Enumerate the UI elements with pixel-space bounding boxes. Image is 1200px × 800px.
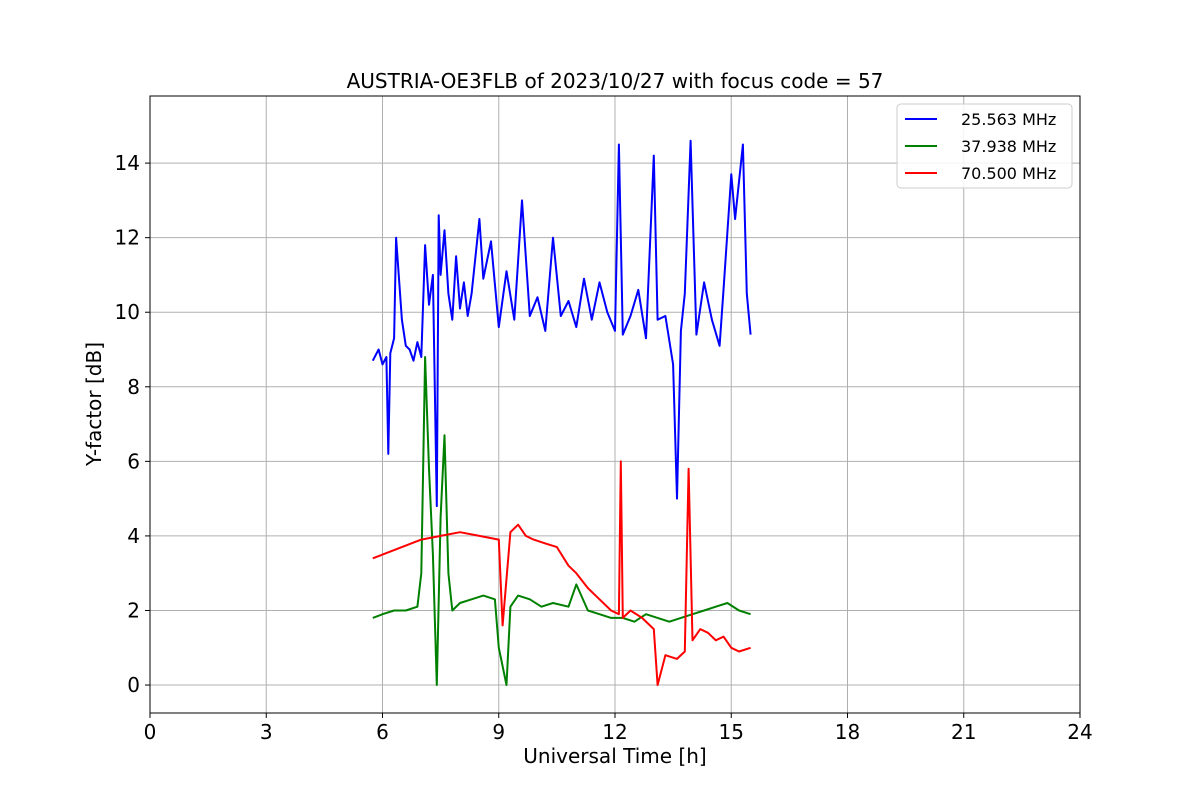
series-group <box>371 139 752 686</box>
legend: 25.563 MHz 37.938 MHz 70.500 MHz <box>896 103 1073 189</box>
y-tick-label: 8 <box>127 375 140 399</box>
x-tick-label: 12 <box>602 720 627 744</box>
legend-label-1: 37.938 MHz <box>961 137 1056 156</box>
y-tick-label: 6 <box>127 449 140 473</box>
x-tick-label: 24 <box>1067 720 1092 744</box>
x-tick-label: 3 <box>260 720 273 744</box>
series-line-1 <box>372 356 751 686</box>
legend-label-2: 70.500 MHz <box>961 164 1056 183</box>
y-tick-label: 14 <box>115 151 140 175</box>
y-axis-label: Y-factor [dB] <box>82 342 106 467</box>
x-tick-label: 0 <box>144 720 157 744</box>
chart-title: AUSTRIA-OE3FLB of 2023/10/27 with focus … <box>347 69 884 93</box>
legend-box <box>896 103 1073 189</box>
y-tick-label: 0 <box>127 673 140 697</box>
y-tick-label: 4 <box>127 524 140 548</box>
x-axis-label: Universal Time [h] <box>523 744 706 768</box>
x-tick-label: 18 <box>835 720 860 744</box>
series-line-2 <box>372 460 751 686</box>
x-tick-label: 15 <box>719 720 744 744</box>
y-tick-label: 12 <box>115 226 140 250</box>
y-tick-label: 2 <box>127 598 140 622</box>
series-line-0 <box>371 139 752 508</box>
legend-label-0: 25.563 MHz <box>961 110 1056 129</box>
x-tick-label: 6 <box>376 720 389 744</box>
y-tick-label: 10 <box>115 300 140 324</box>
x-tick-label: 21 <box>951 720 976 744</box>
x-tick-label: 9 <box>492 720 505 744</box>
